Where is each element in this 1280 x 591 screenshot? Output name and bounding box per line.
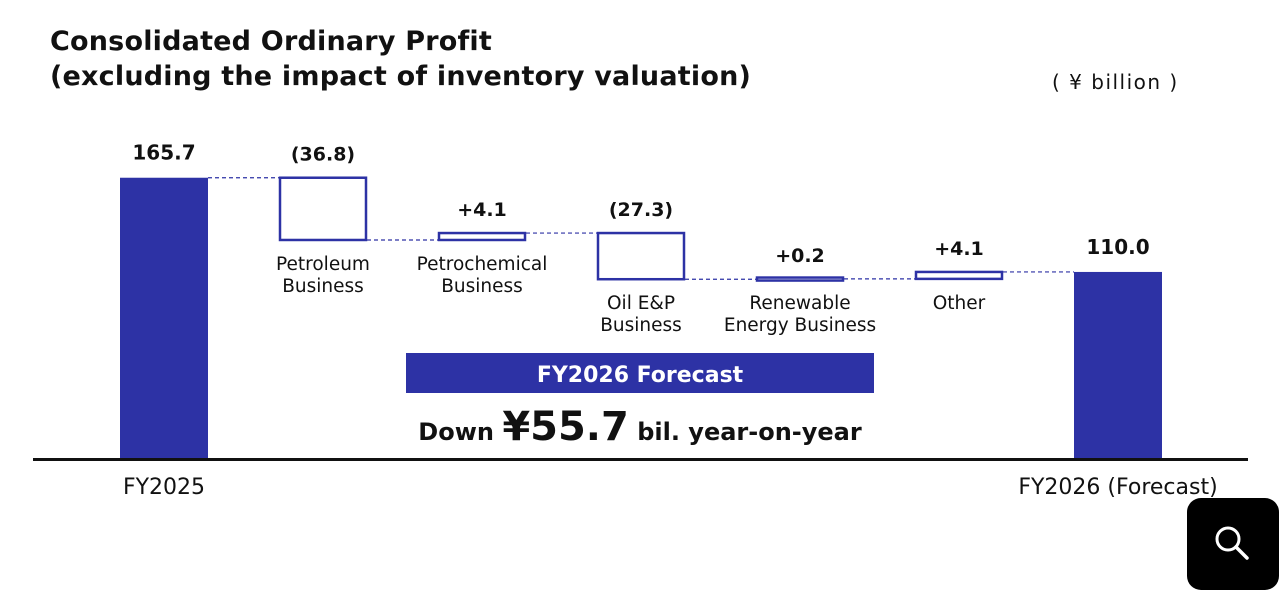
category-label-fy2025: FY2025 [123, 475, 205, 500]
forecast-amount: ¥55.7 [502, 404, 629, 450]
value-label-petroleum-business: (36.8) [291, 144, 355, 166]
bar-renewable-energy-business [755, 276, 845, 282]
forecast-prefix: Down [418, 418, 502, 446]
unit-label: ( ¥ billion ) [1052, 70, 1179, 94]
bar-other [914, 270, 1004, 281]
value-label-fy2026-forecast: 110.0 [1086, 235, 1149, 259]
forecast-heading: FY2026 Forecast [537, 363, 744, 388]
forecast-suffix: bil. year-on-year [637, 418, 862, 446]
category-label-renewable-energy-business: Renewable Energy Business [724, 293, 876, 336]
value-label-petrochemical-business: +4.1 [457, 199, 507, 221]
chart-title: Consolidated Ordinary Profit (excluding … [50, 24, 751, 94]
value-label-oil-e-p-business: (27.3) [609, 199, 673, 221]
search-button[interactable] [1187, 498, 1279, 590]
value-labels: 165.7 (36.8) +4.1 (27.3) +0.2 +4.1 110.0 [132, 141, 1149, 267]
bar-petrochemical-business [437, 231, 527, 242]
forecast-banner [406, 353, 874, 393]
category-label-fy2026-forecast: FY2026 (Forecast) [1018, 475, 1217, 500]
value-label-other: +4.1 [934, 238, 984, 260]
search-icon [1215, 526, 1249, 560]
category-label-petroleum-business: Petroleum Business [276, 254, 370, 297]
forecast-summary: Down ¥55.7 bil. year-on-year [418, 404, 862, 450]
forecast-panel: FY2026 Forecast Down ¥55.7 bil. year-on-… [406, 353, 874, 450]
bar-fy2026-forecast [1074, 271, 1162, 458]
value-label-fy2025: 165.7 [132, 141, 195, 165]
chart-title-line-2: (excluding the impact of inventory valua… [50, 61, 752, 92]
chart-title-line-1: Consolidated Ordinary Profit [50, 26, 492, 57]
category-labels: FY2025 Petroleum Business Petrochemical Busi… [123, 254, 1218, 500]
category-label-oil-e-p-business: Oil E&P Business [600, 293, 682, 336]
bar-fy2025 [120, 177, 208, 458]
category-label-other: Other [933, 293, 986, 314]
category-label-petrochemical-business: Petrochemical Business [417, 254, 548, 297]
bar-oil-e-p-business [596, 231, 686, 281]
connector-lines [208, 177, 1074, 280]
bar-petroleum-business [278, 176, 368, 242]
bars [120, 176, 1162, 458]
value-label-renewable-energy-business: +0.2 [775, 245, 825, 267]
